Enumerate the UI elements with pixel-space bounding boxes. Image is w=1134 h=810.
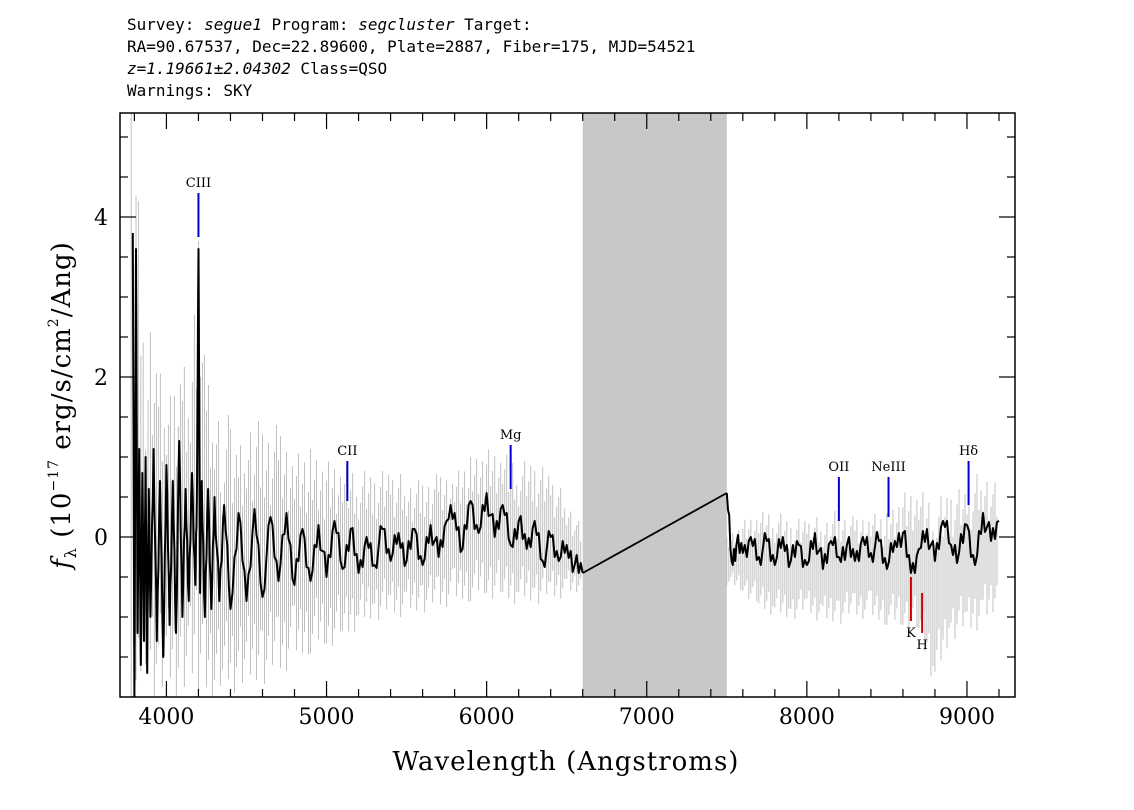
y-tick-label: 4 [94, 206, 108, 231]
absorption-line-label: H [916, 638, 927, 653]
axes: 4000 5000 6000 7000 8000 9000 0 2 4 [94, 112, 1016, 730]
line-marker-k: K [906, 577, 916, 641]
survey-line: Survey: segue1 Program: segcluster Targe… [127, 14, 695, 36]
plot-frame [119, 112, 1016, 698]
redshift-line: z=1.19661±2.04302 Class=QSO [127, 58, 695, 80]
y-tick-label: 2 [94, 366, 108, 391]
emission-line-label: Mg [500, 428, 522, 443]
class-value: Class=QSO [290, 59, 388, 78]
coordinates-line: RA=90.67537, Dec=22.89600, Plate=2887, F… [127, 37, 696, 56]
x-tick-label: 4000 [138, 705, 194, 730]
spectrum-header: Survey: segue1 Program: segcluster Targe… [127, 14, 695, 102]
absorption-line-label: K [906, 626, 916, 641]
redshift-value: z=1.19661±2.04302 [127, 59, 291, 78]
x-tick-label: 6000 [459, 705, 515, 730]
line-marker-cii: CII [337, 444, 357, 501]
target-label: Target: [454, 15, 532, 34]
x-axis-label: Wavelength (Angstroms) [393, 747, 740, 777]
x-tick-label: 7000 [619, 705, 675, 730]
x-tick-label: 5000 [299, 705, 355, 730]
emission-line-label: CII [337, 444, 357, 459]
line-marker-h: H [916, 593, 928, 653]
emission-line-label: Hδ [959, 444, 978, 459]
line-marker-h: Hδ [959, 444, 978, 505]
line-marker-ciii: CIII [186, 176, 211, 237]
y-tick-label: 0 [94, 526, 108, 551]
warnings-line: Warnings: SKY [127, 81, 253, 100]
x-tick-label: 9000 [939, 705, 995, 730]
masked-region [582, 113, 727, 697]
flux-series-1 [725, 492, 1000, 574]
emission-line-label: OII [828, 460, 849, 475]
noise-band-1 [726, 474, 998, 676]
line-marker-oii: OII [828, 460, 849, 521]
program-label: Program: [261, 15, 359, 34]
survey-label: Survey: [127, 15, 205, 34]
line-marker-mg: Mg [500, 428, 522, 489]
flux-series-0 [131, 232, 584, 697]
emission-line-label: CIII [186, 176, 211, 191]
survey-value: segue1 [204, 15, 262, 34]
line-marker-neiii: NeIII [871, 460, 906, 517]
x-tick-label: 8000 [779, 705, 835, 730]
emission-line-label: NeIII [871, 460, 905, 475]
plot-area: CIII CII Mg OII NeIII Hδ KH [130, 113, 1000, 697]
program-value: segcluster [358, 15, 455, 34]
interpolated-flux-line [582, 492, 728, 574]
y-axis-label: fλ (10−17 erg/s/cm2/Ang) [46, 241, 80, 571]
